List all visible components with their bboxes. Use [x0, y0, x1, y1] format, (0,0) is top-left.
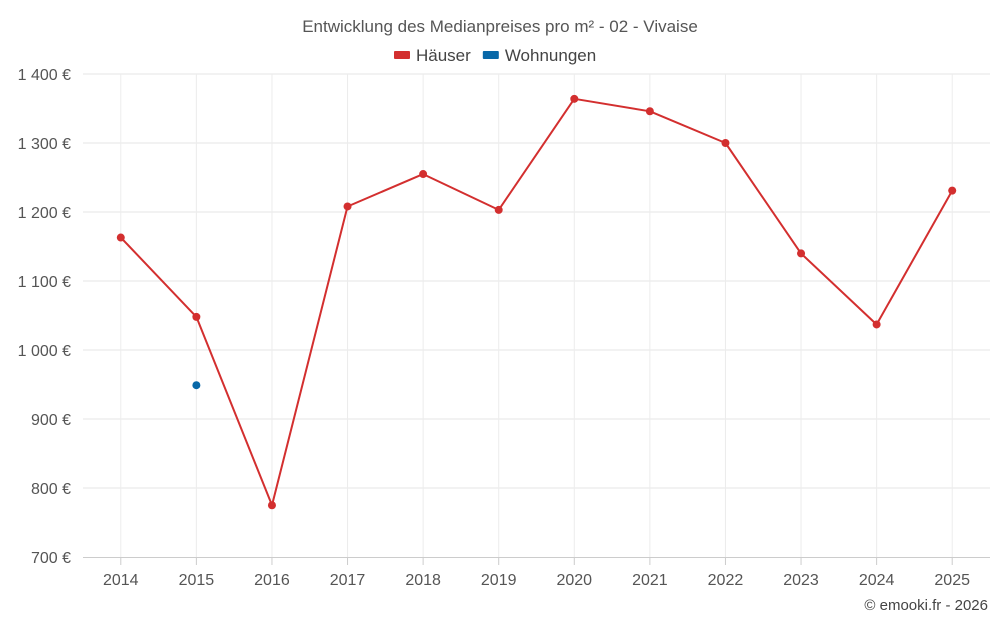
x-tick-label: 2016 — [254, 572, 290, 589]
data-point — [192, 381, 201, 390]
x-tick-label: 2023 — [783, 572, 819, 589]
data-point — [721, 139, 730, 147]
y-tick-label: 700 € — [31, 550, 71, 567]
x-tick-label: 2024 — [859, 572, 895, 589]
data-point — [116, 233, 125, 242]
data-point — [419, 170, 428, 179]
x-tick-label: 2017 — [330, 572, 366, 589]
y-tick-label: 1 400 € — [18, 67, 71, 84]
legend-swatch-0 — [394, 51, 410, 59]
y-tick-label: 1 200 € — [18, 205, 71, 222]
x-tick-label: 2020 — [556, 572, 592, 589]
legend: Häuser Wohnungen — [394, 46, 596, 65]
data-point — [872, 320, 881, 329]
legend-label-1: Wohnungen — [505, 46, 596, 65]
y-tick-label: 1 100 € — [18, 274, 71, 291]
series-group — [116, 94, 957, 510]
x-tick-label: 2021 — [632, 572, 668, 589]
x-tick-label: 2018 — [405, 572, 441, 589]
y-tick-label: 1 300 € — [18, 136, 71, 153]
x-tick-label: 2025 — [934, 572, 970, 589]
chart-title: Entwicklung des Medianpreises pro m² - 0… — [302, 17, 698, 36]
data-point — [494, 205, 503, 214]
data-point — [570, 94, 579, 103]
credit-text: © emooki.fr - 2026 — [864, 597, 988, 614]
grid — [83, 73, 990, 557]
axes: 700 € 800 € 900 € 1 000 € 1 100 € 1 200 € 1 30… — [18, 67, 990, 589]
legend-label-0: Häuser — [416, 46, 471, 65]
series-line-0 — [120, 97, 954, 507]
data-point — [192, 312, 201, 321]
data-point — [267, 501, 276, 510]
data-point — [948, 186, 957, 195]
y-tick-label: 1 000 € — [18, 343, 71, 360]
data-point — [797, 249, 806, 258]
legend-swatch-1 — [482, 51, 499, 59]
x-tick-label: 2015 — [179, 572, 215, 589]
y-tick-label: 800 € — [31, 481, 71, 498]
data-point — [343, 202, 352, 211]
x-tick-label: 2022 — [708, 572, 744, 589]
data-point — [645, 107, 654, 116]
x-tick-label: 2014 — [103, 572, 139, 589]
x-tick-label: 2019 — [481, 572, 517, 589]
y-tick-label: 900 € — [31, 412, 71, 429]
